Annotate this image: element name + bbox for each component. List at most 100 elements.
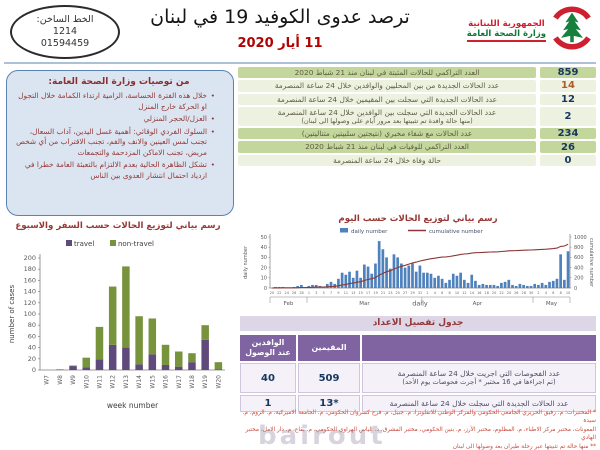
svg-text:20: 20 bbox=[28, 355, 36, 363]
svg-text:14: 14 bbox=[470, 291, 474, 295]
svg-text:31: 31 bbox=[418, 291, 422, 295]
details-table: المقيمين الوافدين عند الوصول عدد الفحوصات … bbox=[240, 335, 596, 412]
stat-value: 12 bbox=[540, 93, 596, 105]
svg-text:60: 60 bbox=[28, 332, 36, 340]
svg-text:Mar: Mar bbox=[359, 301, 370, 307]
svg-text:30: 30 bbox=[261, 255, 267, 261]
svg-text:W16: W16 bbox=[163, 375, 170, 389]
stat-value: 234 bbox=[540, 128, 596, 140]
footnote-line: المعونات، مختبر مركز الاطباء، م. المظلوم… bbox=[245, 426, 596, 442]
details-header-row: المقيمين الوافدين عند الوصول bbox=[240, 335, 596, 361]
recommendations-title: من توصيات وزارة الصحة العامة: bbox=[48, 77, 190, 87]
ministry-logo: الجمهورية اللبنانية وزارة الصحة العامة bbox=[466, 6, 594, 54]
svg-text:8: 8 bbox=[560, 291, 562, 295]
svg-text:5: 5 bbox=[323, 291, 325, 295]
svg-text:1000: 1000 bbox=[574, 235, 587, 241]
hotline-oval: الخط الساخن: 1214 01594459 bbox=[10, 5, 120, 59]
ministry-name-line1: الجمهورية اللبنانية bbox=[468, 18, 545, 29]
svg-text:27: 27 bbox=[403, 291, 407, 295]
svg-text:9: 9 bbox=[337, 291, 339, 295]
svg-text:28: 28 bbox=[299, 291, 303, 295]
details-row-arrivals: 40 bbox=[240, 363, 296, 393]
labs-footnote: * المختبرات: م. رفيق الحريري الجامعي الح… bbox=[240, 409, 596, 450]
svg-text:40: 40 bbox=[28, 344, 36, 352]
svg-text:week number: week number bbox=[107, 401, 159, 410]
svg-text:Feb: Feb bbox=[284, 301, 294, 307]
stat-label: عدد الحالات مع شفاء مخبري (نتيجتين سلبيت… bbox=[238, 128, 536, 140]
svg-text:1: 1 bbox=[308, 291, 310, 295]
recommendation-item: خلال هذه الفترة الحساسة، الزامية ارتداء … bbox=[15, 91, 215, 112]
svg-text:W13: W13 bbox=[123, 375, 130, 389]
svg-text:7: 7 bbox=[330, 291, 332, 295]
svg-text:travel: travel bbox=[74, 240, 94, 248]
svg-text:May: May bbox=[546, 301, 558, 307]
watermark: bairout bbox=[258, 421, 386, 450]
svg-text:22: 22 bbox=[277, 291, 281, 295]
svg-text:0: 0 bbox=[32, 366, 36, 374]
stat-value: 26 bbox=[540, 141, 596, 153]
svg-text:W10: W10 bbox=[83, 375, 90, 389]
footnote-line: * المختبرات: م. رفيق الحريري الجامعي الح… bbox=[242, 410, 596, 425]
svg-text:Apr: Apr bbox=[473, 301, 483, 307]
ministry-name-line2: وزارة الصحة العامة bbox=[466, 29, 546, 42]
stat-label: عدد الحالات الجديدة التي سجلت بين المقيم… bbox=[238, 93, 536, 105]
hotline-label: الخط الساخن: bbox=[36, 14, 94, 26]
svg-text:0: 0 bbox=[264, 286, 267, 292]
week-chart-caption: رسم بياني لتوزيع الحالات حسب السفر والاس… bbox=[15, 221, 221, 231]
svg-text:24: 24 bbox=[507, 291, 511, 295]
svg-text:W18: W18 bbox=[189, 375, 196, 389]
svg-text:W7: W7 bbox=[44, 375, 51, 385]
stat-row: 2 عدد الحالات الجديدة التي سجلت بين الواف… bbox=[238, 106, 596, 127]
svg-text:600: 600 bbox=[574, 255, 584, 261]
stat-label: العدد التراكمي للوفيات في لبنان منذ 21 ش… bbox=[238, 141, 536, 153]
svg-text:26: 26 bbox=[292, 291, 296, 295]
svg-text:W15: W15 bbox=[149, 375, 156, 389]
stat-row: 859 العدد التراكمي للحالات المثبتة في لبن… bbox=[238, 67, 596, 79]
svg-text:10: 10 bbox=[261, 276, 267, 282]
footnote-line: ** منها حالة تم تثبيتها عبر رحلة طيران ب… bbox=[452, 443, 596, 450]
page-title: ترصد عدوى الكوفيد 19 في لبنان bbox=[150, 6, 410, 28]
svg-text:4: 4 bbox=[545, 291, 547, 295]
svg-text:80: 80 bbox=[28, 321, 36, 329]
svg-text:29: 29 bbox=[410, 291, 414, 295]
stat-label: حالة وفاة خلال 24 ساعة المنصرمة bbox=[238, 154, 536, 166]
stat-row: 12 عدد الحالات الجديدة التي سجلت بين المق… bbox=[238, 93, 596, 105]
svg-text:21: 21 bbox=[381, 291, 385, 295]
svg-text:W8: W8 bbox=[57, 375, 64, 385]
svg-text:10: 10 bbox=[455, 291, 459, 295]
svg-text:24: 24 bbox=[285, 291, 289, 295]
details-row-label: عدد الفحوصات التي اجريت خلال 24 ساعة الم… bbox=[362, 363, 596, 393]
svg-text:200: 200 bbox=[24, 254, 36, 262]
svg-text:20: 20 bbox=[261, 265, 267, 271]
svg-text:17: 17 bbox=[366, 291, 370, 295]
day-chart-caption: رسم بياني لتوزيع الحالات حسب اليوم bbox=[338, 214, 498, 224]
svg-text:2: 2 bbox=[426, 291, 428, 295]
details-table-title: جدول تفصيل الاعداد bbox=[240, 316, 596, 331]
svg-text:20: 20 bbox=[270, 291, 274, 295]
svg-text:20: 20 bbox=[492, 291, 496, 295]
svg-text:W14: W14 bbox=[136, 375, 143, 389]
details-row-residents: 509 bbox=[298, 363, 360, 393]
stat-row: 234 عدد الحالات مع شفاء مخبري (نتيجتين سل… bbox=[238, 128, 596, 140]
svg-text:13: 13 bbox=[351, 291, 355, 295]
svg-text:12: 12 bbox=[462, 291, 466, 295]
stat-value: 0 bbox=[540, 154, 596, 166]
svg-text:140: 140 bbox=[24, 288, 36, 296]
stat-label: عدد الحالات الجديدة من بين المحليين والو… bbox=[238, 80, 536, 92]
svg-text:daily number: daily number bbox=[243, 245, 249, 279]
svg-text:30: 30 bbox=[529, 291, 533, 295]
hotline-number-short: 1214 bbox=[52, 26, 78, 38]
svg-text:W19: W19 bbox=[202, 375, 209, 389]
svg-text:non-travel: non-travel bbox=[118, 240, 154, 248]
details-row-arrivals: 1 bbox=[240, 395, 296, 412]
svg-text:50: 50 bbox=[261, 235, 267, 241]
stat-value: 859 bbox=[540, 67, 596, 79]
svg-text:2: 2 bbox=[537, 291, 539, 295]
svg-text:W9: W9 bbox=[70, 375, 77, 385]
svg-text:400: 400 bbox=[574, 265, 584, 271]
details-row-label: عدد الحالات الجديدة التي سجلت خلال 24 سا… bbox=[362, 395, 596, 412]
stat-row: 0 حالة وفاة خلال 24 ساعة المنصرمة bbox=[238, 154, 596, 166]
svg-text:4: 4 bbox=[434, 291, 436, 295]
svg-text:11: 11 bbox=[344, 291, 348, 295]
